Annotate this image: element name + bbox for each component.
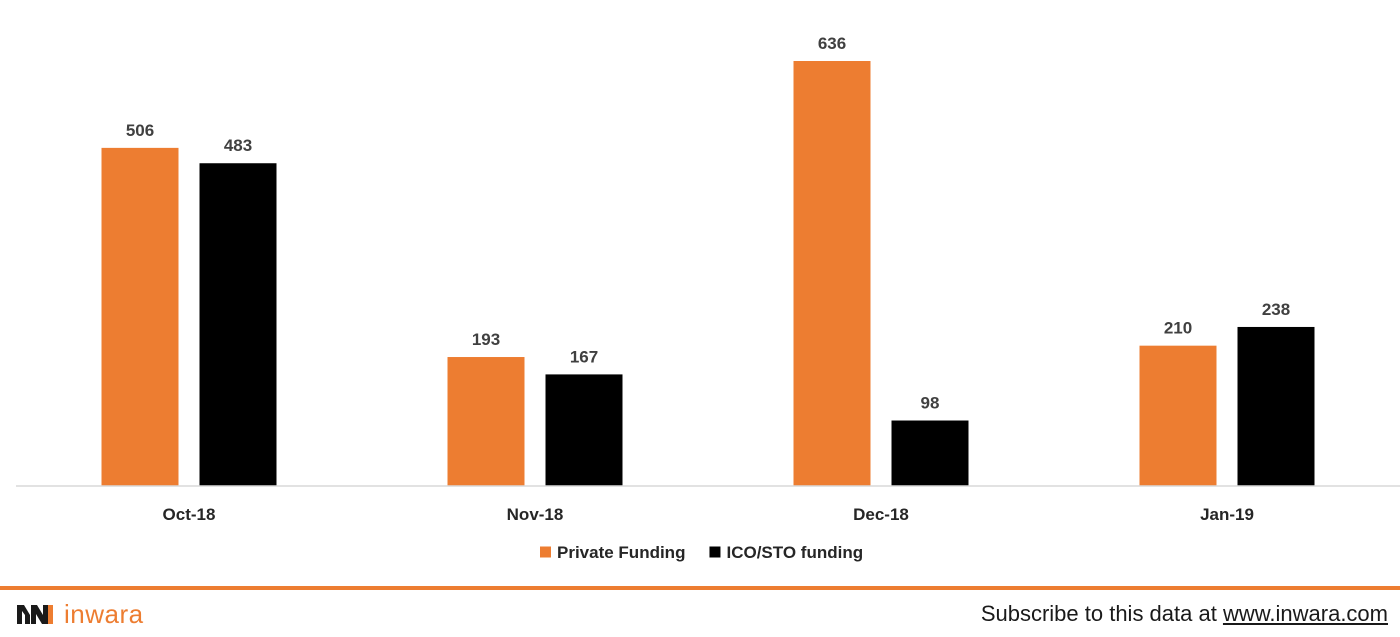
footer-divider xyxy=(0,586,1400,590)
legend-swatch xyxy=(540,546,551,558)
bar-private-funding-jan-19 xyxy=(1139,345,1217,486)
bar-ico-sto-funding-jan-19 xyxy=(1237,326,1315,486)
data-label: 193 xyxy=(472,330,500,349)
legend-label: ICO/STO funding xyxy=(726,543,863,562)
category-label: Oct-18 xyxy=(163,505,216,524)
legend-swatch xyxy=(709,546,721,558)
data-labels-layer: 506 483 193 167 636 98 210 238 xyxy=(126,34,1290,413)
inwara-logo-icon xyxy=(17,605,53,624)
subscribe-text: Subscribe to this data at www.inwara.com xyxy=(981,599,1388,629)
bar-ico-sto-funding-oct-18 xyxy=(199,163,277,486)
brand-name: inwara xyxy=(64,599,144,629)
legend-label: Private Funding xyxy=(557,543,685,562)
category-label: Nov-18 xyxy=(507,505,564,524)
subscribe-prefix: Subscribe to this data at xyxy=(980,601,1223,626)
bars-layer xyxy=(101,61,1315,486)
bar-private-funding-dec-18 xyxy=(793,61,871,486)
bar-ico-sto-funding-dec-18 xyxy=(891,420,969,486)
bar-ico-sto-funding-nov-18 xyxy=(545,374,623,486)
data-label: 167 xyxy=(570,347,598,366)
data-label: 483 xyxy=(224,136,252,155)
footer: inwara Subscribe to this data at www.inw… xyxy=(0,590,1400,637)
legend: Private Funding ICO/STO funding xyxy=(540,543,863,562)
bar-private-funding-oct-18 xyxy=(101,147,179,486)
category-label: Jan-19 xyxy=(1200,505,1254,524)
data-label: 238 xyxy=(1262,300,1290,319)
bar-chart: 506 483 193 167 636 98 210 238 Oct-18 Nov-18 Dec-… xyxy=(16,34,1400,562)
data-label: 210 xyxy=(1164,319,1192,338)
category-labels-layer: Oct-18 Nov-18 Dec-18 Jan-19 xyxy=(163,505,1254,524)
brand-logo[interactable]: inwara xyxy=(16,598,144,630)
category-label: Dec-18 xyxy=(853,505,909,524)
subscribe-link[interactable]: www.inwara.com xyxy=(1222,601,1388,626)
data-label: 506 xyxy=(126,121,154,140)
data-label: 98 xyxy=(921,394,940,413)
data-label: 636 xyxy=(818,34,846,53)
bar-private-funding-nov-18 xyxy=(447,357,525,486)
